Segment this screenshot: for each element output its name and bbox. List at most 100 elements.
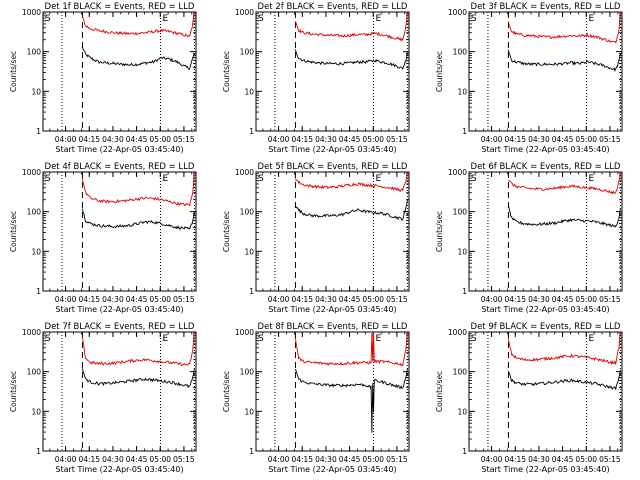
x-tick-label: 04:15 bbox=[504, 135, 526, 144]
x-tick-label: 04:45 bbox=[339, 295, 361, 304]
detector-panel: Det 3f BLACK = Events, RED = LLD 1 10 100 10… bbox=[435, 2, 623, 154]
x-tick-label: 04:30 bbox=[102, 455, 124, 464]
x-tick-label: 04:15 bbox=[504, 455, 526, 464]
y-tick-label: 10 bbox=[457, 247, 467, 256]
end-marker-label: E bbox=[163, 334, 169, 344]
x-tick-label: 04:15 bbox=[291, 135, 313, 144]
panel-title: Det 8f BLACK = Events, RED = LLD bbox=[258, 322, 408, 332]
y-axis-label: Counts/sec bbox=[222, 371, 231, 412]
lld-series-line bbox=[81, 331, 195, 366]
y-axis-label: Counts/sec bbox=[435, 51, 444, 92]
x-tick-label: 04:00 bbox=[481, 295, 503, 304]
x-tick-label: 04:45 bbox=[126, 295, 148, 304]
x-tick-label: 04:45 bbox=[552, 295, 574, 304]
y-axis-label: Counts/sec bbox=[9, 211, 18, 252]
start-marker-label: S bbox=[45, 174, 51, 184]
end-marker-label: E bbox=[163, 174, 169, 184]
x-tick-label: 05:15 bbox=[386, 135, 408, 144]
x-axis-label: Start Time (22-Apr-05 03:45:40) bbox=[55, 465, 183, 474]
x-tick-label: 04:45 bbox=[552, 455, 574, 464]
x-tick-label: 05:00 bbox=[362, 295, 384, 304]
x-tick-label: 04:30 bbox=[315, 135, 337, 144]
detector-panel: Det 6f BLACK = Events, RED = LLD 1 10 100 10… bbox=[435, 162, 623, 314]
y-tick-label: 10 bbox=[31, 407, 41, 416]
panel-frame bbox=[255, 171, 410, 292]
y-axis-label: Counts/sec bbox=[9, 371, 18, 412]
x-tick-label: 04:00 bbox=[268, 455, 290, 464]
x-axis-label: Start Time (22-Apr-05 03:45:40) bbox=[268, 465, 396, 474]
lld-series-line bbox=[294, 331, 408, 367]
x-tick-label: 05:15 bbox=[173, 135, 195, 144]
y-tick-label: 10 bbox=[457, 87, 467, 96]
start-marker-label: S bbox=[258, 174, 264, 184]
y-tick-label: 1 bbox=[249, 127, 254, 136]
y-tick-label: 1000 bbox=[235, 168, 254, 177]
events-series-line bbox=[295, 199, 408, 221]
y-axis-label: Counts/sec bbox=[435, 371, 444, 412]
y-tick-label: 10 bbox=[244, 87, 254, 96]
x-tick-label: 05:15 bbox=[173, 295, 195, 304]
y-axis-label: Counts/sec bbox=[435, 211, 444, 252]
events-series-line bbox=[507, 49, 621, 73]
panel-title: Det 6f BLACK = Events, RED = LLD bbox=[471, 162, 621, 172]
x-tick-label: 04:45 bbox=[339, 135, 361, 144]
x-tick-label: 04:30 bbox=[315, 455, 337, 464]
detector-panel: Det 7f BLACK = Events, RED = LLD 1 10 100 10… bbox=[9, 322, 197, 474]
detector-panel: Det 1f BLACK = Events, RED = LLD 1 10 100 10… bbox=[9, 2, 197, 154]
y-tick-label: 10 bbox=[31, 247, 41, 256]
events-series-line bbox=[294, 49, 408, 71]
detector-panel: Det 9f BLACK = Events, RED = LLD 1 10 100 10… bbox=[435, 322, 623, 474]
y-tick-label: 10 bbox=[244, 407, 254, 416]
start-marker-label: S bbox=[45, 334, 51, 344]
x-tick-label: 04:00 bbox=[481, 455, 503, 464]
events-series-line bbox=[81, 46, 195, 70]
x-tick-label: 05:00 bbox=[575, 295, 597, 304]
y-tick-label: 1000 bbox=[235, 328, 254, 337]
panel-title: Det 7f BLACK = Events, RED = LLD bbox=[45, 322, 195, 332]
x-tick-label: 05:15 bbox=[599, 135, 621, 144]
end-marker-label: E bbox=[163, 14, 169, 24]
x-axis-label: Start Time (22-Apr-05 03:45:40) bbox=[268, 305, 396, 314]
x-tick-label: 04:15 bbox=[78, 135, 100, 144]
y-tick-label: 1 bbox=[462, 127, 467, 136]
x-tick-label: 04:00 bbox=[55, 135, 77, 144]
y-tick-label: 100 bbox=[240, 368, 255, 377]
panel-frame bbox=[42, 331, 197, 452]
x-tick-label: 05:00 bbox=[575, 135, 597, 144]
lld-series-line bbox=[81, 171, 195, 207]
panel-title: Det 1f BLACK = Events, RED = LLD bbox=[45, 2, 195, 12]
y-tick-label: 10 bbox=[457, 407, 467, 416]
x-tick-label: 04:00 bbox=[268, 295, 290, 304]
y-tick-label: 1000 bbox=[448, 8, 467, 17]
x-tick-label: 05:15 bbox=[599, 455, 621, 464]
y-tick-label: 100 bbox=[453, 208, 468, 217]
panel-frame bbox=[468, 331, 623, 452]
events-series-line bbox=[294, 368, 408, 433]
start-marker-label: S bbox=[258, 14, 264, 24]
panel-title: Det 3f BLACK = Events, RED = LLD bbox=[471, 2, 621, 12]
panel-frame bbox=[468, 171, 623, 292]
x-axis-label: Start Time (22-Apr-05 03:45:40) bbox=[55, 305, 183, 314]
end-marker-label: E bbox=[376, 334, 382, 344]
start-marker-label: S bbox=[258, 334, 264, 344]
panel-frame bbox=[42, 171, 197, 292]
x-axis-label: Start Time (22-Apr-05 03:45:40) bbox=[481, 465, 609, 474]
panel-title: Det 5f BLACK = Events, RED = LLD bbox=[258, 162, 408, 172]
panel-title: Det 4f BLACK = Events, RED = LLD bbox=[45, 162, 195, 172]
lld-series-line bbox=[507, 11, 621, 44]
y-tick-label: 100 bbox=[240, 48, 255, 57]
x-tick-label: 05:00 bbox=[362, 135, 384, 144]
x-tick-label: 04:00 bbox=[268, 135, 290, 144]
end-marker-label: E bbox=[376, 14, 382, 24]
y-tick-label: 1000 bbox=[22, 168, 41, 177]
events-series-line bbox=[81, 208, 195, 230]
y-axis-label: Counts/sec bbox=[9, 51, 18, 92]
y-tick-label: 1 bbox=[462, 447, 467, 456]
y-tick-label: 1 bbox=[36, 287, 41, 296]
lld-series-line bbox=[294, 171, 408, 193]
y-axis-label: Counts/sec bbox=[222, 51, 231, 92]
x-tick-label: 05:15 bbox=[386, 295, 408, 304]
events-series-line bbox=[81, 368, 195, 389]
panel-frame bbox=[468, 11, 623, 132]
